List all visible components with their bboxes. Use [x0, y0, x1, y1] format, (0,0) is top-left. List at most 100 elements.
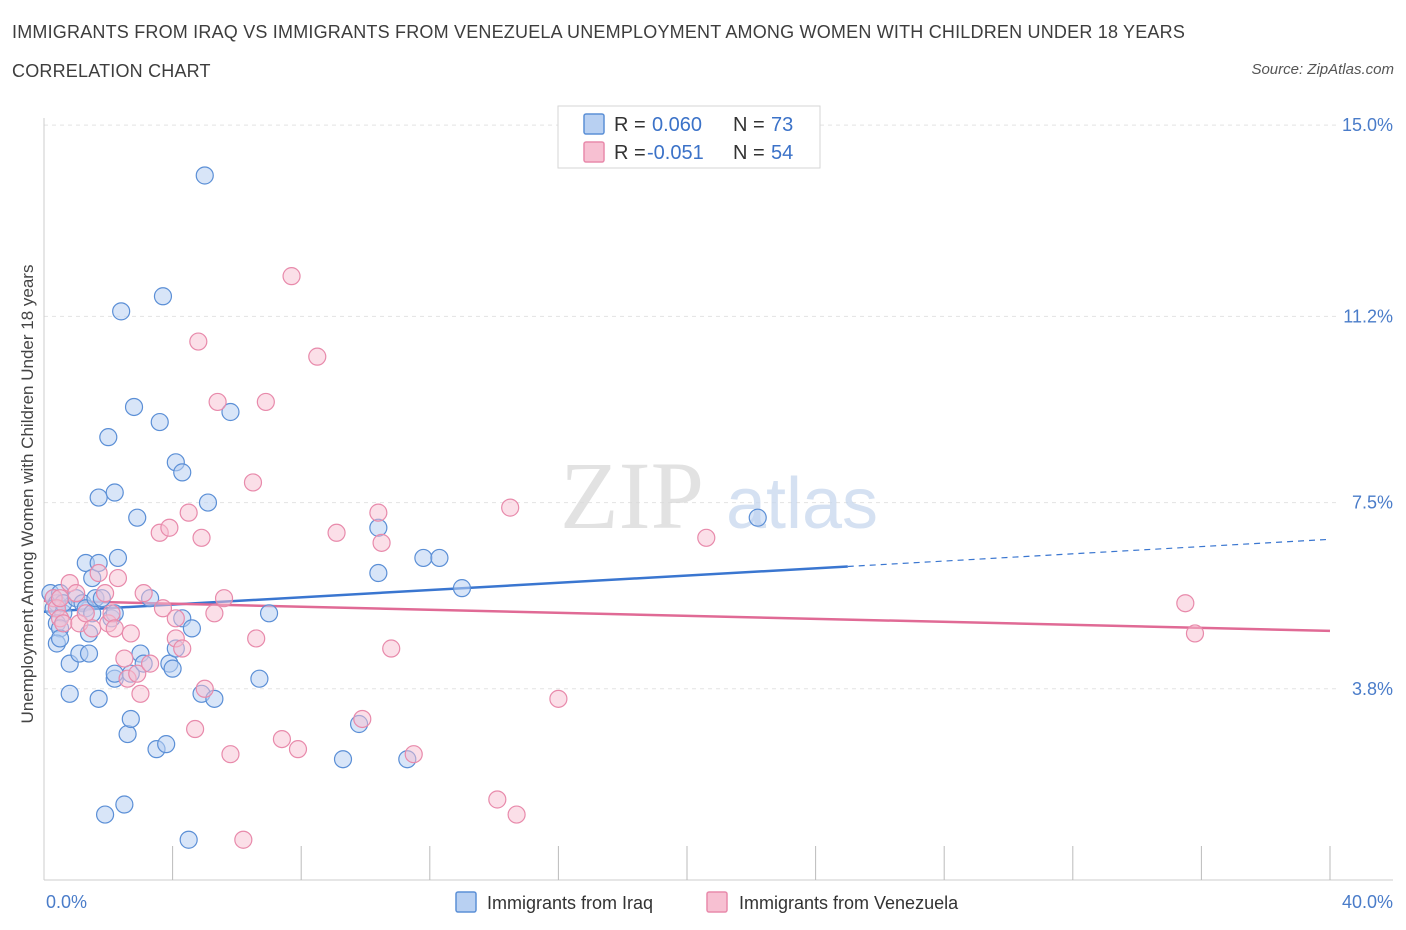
- y-tick-label-0: 3.8%: [1352, 679, 1393, 699]
- venezuela-point-50: [382, 639, 401, 658]
- iraq-point-62: [250, 669, 269, 688]
- legend-r-label-venezuela: R =: [614, 142, 646, 164]
- venezuela-point-38: [234, 830, 253, 849]
- venezuela-point-15: [108, 568, 128, 588]
- venezuela-point-57: [1176, 594, 1195, 613]
- venezuela-point-16: [115, 649, 134, 668]
- iraq-point-37: [118, 724, 137, 744]
- x-tick-label-1: 40.0%: [1342, 892, 1393, 912]
- tick-labels: 3.8% 7.5% 11.2% 15.0% 0.0% 40.0%: [46, 115, 1393, 912]
- legend-r-value-iraq: 0.060: [652, 114, 702, 136]
- iraq-point-28: [99, 428, 118, 447]
- series-venezuela-points: [44, 267, 1205, 849]
- venezuela-point-56: [697, 528, 716, 547]
- iraq-point-41: [128, 508, 147, 527]
- venezuela-point-49: [372, 533, 391, 552]
- iraq-point-66: [369, 563, 388, 583]
- iraq-trend-line-extension: [847, 538, 1331, 568]
- watermark: ZIP atlas: [560, 442, 878, 549]
- venezuela-point-3: [50, 589, 70, 608]
- watermark-zip: ZIP: [560, 442, 704, 549]
- iraq-point-48: [157, 735, 176, 754]
- venezuela-point-18: [121, 624, 140, 643]
- legend-n-label-venezuela: N =: [733, 142, 765, 164]
- iraq-point-64: [333, 750, 353, 769]
- iraq-point-24: [79, 644, 99, 663]
- venezuela-point-14: [105, 619, 124, 638]
- venezuela-point-45: [308, 347, 327, 366]
- iraq-point-55: [179, 830, 198, 849]
- venezuela-point-8: [76, 604, 95, 623]
- venezuela-point-28: [173, 639, 192, 658]
- venezuela-point-20: [131, 684, 150, 703]
- chart-subtitle: CORRELATION CHART: [12, 61, 211, 81]
- bottom-legend-label-iraq: Immigrants from Iraq: [487, 893, 653, 913]
- x-tick-label-0: 0.0%: [46, 892, 87, 912]
- legend-swatch-iraq: [583, 113, 605, 135]
- iraq-point-72: [748, 508, 767, 527]
- iraq-point-56: [182, 619, 201, 638]
- watermark-atlas: atlas: [726, 464, 878, 544]
- venezuela-point-43: [282, 267, 301, 286]
- venezuela-point-29: [179, 503, 198, 522]
- venezuela-point-10: [89, 563, 108, 583]
- venezuela-point-34: [205, 604, 224, 623]
- venezuela-point-22: [140, 654, 160, 673]
- venezuela-point-31: [189, 332, 208, 351]
- legend-r-value-venezuela: -0.051: [647, 142, 704, 164]
- venezuela-point-33: [195, 679, 214, 698]
- venezuela-point-24: [153, 599, 173, 618]
- legend-swatch-venezuela: [583, 141, 605, 163]
- venezuela-point-25: [160, 518, 179, 537]
- iraq-point-47: [153, 287, 173, 306]
- y-tick-label-2: 11.2%: [1343, 306, 1393, 326]
- iraq-point-27: [95, 805, 115, 824]
- iraq-point-21: [89, 488, 108, 507]
- venezuela-point-9: [83, 619, 102, 638]
- trend-lines: [43, 538, 1331, 633]
- venezuela-point-51: [404, 745, 423, 764]
- venezuela-point-36: [214, 589, 234, 608]
- venezuela-point-11: [95, 584, 115, 603]
- venezuela-trend-line: [43, 599, 1331, 633]
- venezuela-point-35: [208, 392, 227, 412]
- iraq-point-63: [259, 604, 279, 623]
- bottom-legend-label-venezuela: Immigrants from Venezuela: [739, 893, 959, 913]
- venezuela-point-39: [243, 473, 263, 492]
- venezuela-point-41: [256, 392, 275, 412]
- venezuela-point-30: [186, 719, 205, 739]
- venezuela-point-6: [67, 584, 86, 603]
- venezuela-point-21: [134, 584, 153, 603]
- iraq-point-71: [452, 579, 472, 598]
- venezuela-point-26: [166, 609, 185, 628]
- venezuela-point-40: [247, 629, 266, 648]
- venezuela-point-47: [353, 709, 372, 729]
- legend-n-value-iraq: 73: [771, 114, 793, 136]
- iraq-point-50: [163, 659, 182, 678]
- venezuela-point-37: [221, 745, 240, 764]
- iraq-point-34: [108, 548, 128, 568]
- iraq-point-61: [221, 402, 240, 422]
- iraq-point-70: [430, 548, 449, 568]
- chart-title: IMMIGRANTS FROM IRAQ VS IMMIGRANTS FROM …: [12, 22, 1186, 42]
- venezuela-point-46: [327, 523, 346, 542]
- bottom-legend-swatch-iraq: [455, 891, 477, 913]
- iraq-point-46: [150, 412, 169, 432]
- iraq-point-38: [121, 709, 140, 729]
- venezuela-point-32: [192, 528, 211, 547]
- y-axis-label: Unemployment Among Women with Children U…: [18, 265, 37, 724]
- venezuela-point-48: [369, 503, 388, 522]
- iraq-point-40: [124, 397, 144, 417]
- y-tick-label-3: 15.0%: [1342, 115, 1393, 135]
- iraq-point-59: [198, 493, 218, 512]
- venezuela-point-19: [128, 664, 147, 683]
- iraq-point-35: [112, 302, 131, 321]
- iraq-point-25: [89, 689, 108, 708]
- iraq-point-67: [369, 518, 388, 537]
- legend-n-value-venezuela: 54: [771, 142, 793, 164]
- y-tick-label-1: 7.5%: [1352, 493, 1393, 513]
- iraq-point-9: [50, 629, 70, 648]
- venezuela-point-54: [507, 805, 526, 824]
- bottom-legend: Immigrants from Iraq Immigrants from Ven…: [455, 891, 959, 913]
